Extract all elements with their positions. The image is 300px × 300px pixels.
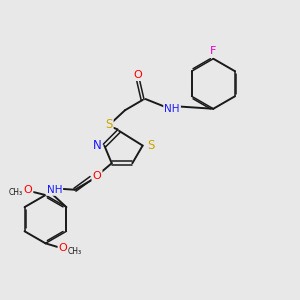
Text: N: N <box>93 139 101 152</box>
Text: O: O <box>134 70 142 80</box>
Text: O: O <box>59 243 68 253</box>
Text: O: O <box>93 171 101 181</box>
Text: NH: NH <box>46 185 62 195</box>
Text: CH₃: CH₃ <box>67 247 81 256</box>
Text: O: O <box>23 185 32 195</box>
Text: S: S <box>147 139 155 152</box>
Text: S: S <box>105 118 112 131</box>
Text: NH: NH <box>164 104 180 114</box>
Text: F: F <box>210 46 217 56</box>
Text: CH₃: CH₃ <box>9 188 23 196</box>
